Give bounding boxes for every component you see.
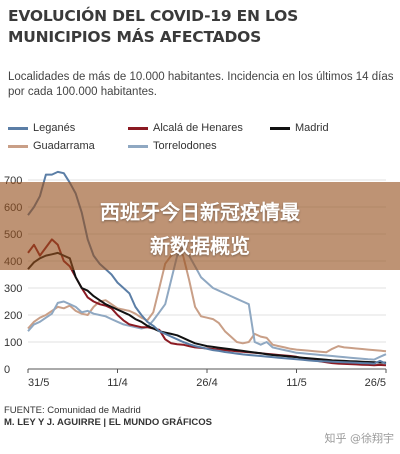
y-tick-label-300: 300 — [4, 283, 22, 295]
legend-item-4: Torrelodones — [128, 140, 217, 152]
series-line-2 — [27, 251, 387, 364]
y-tick-label-0: 0 — [4, 364, 10, 376]
y-tick-label-100: 100 — [4, 337, 22, 349]
x-tick-label-3: 11/5 — [286, 377, 307, 389]
legend-item-1: Alcalá de Henares — [128, 122, 243, 134]
legend-label: Madrid — [295, 122, 329, 134]
x-tick-label-1: 11/4 — [107, 377, 128, 389]
legend-label: Torrelodones — [153, 140, 217, 152]
x-tick-label-2: 26/4 — [196, 377, 217, 389]
chart-title: EVOLUCIÓN DEL COVID-19 EN LOS MUNICIPIOS… — [8, 7, 299, 46]
series-line-4 — [27, 246, 387, 361]
legend-label: Leganés — [33, 122, 76, 134]
legend-item-3: Guadarrama — [8, 140, 95, 152]
watermark: 知乎 @徐翔宇 — [324, 432, 395, 445]
source-note: FUENTE: Comunidad de Madrid — [4, 405, 141, 416]
legend-swatch — [128, 144, 148, 148]
chart-subtitle: Localidades de más de 10.000 habitantes.… — [8, 71, 394, 98]
banner-text-line-1: 西班牙今日新冠疫情最 — [100, 200, 300, 224]
legend-swatch — [270, 126, 290, 130]
legend-label: Alcalá de Henares — [153, 122, 243, 134]
credit-note: M. LEY Y J. AGUIRRE | EL MUNDO GRÁFICOS — [4, 417, 212, 428]
legend-item-2: Madrid — [270, 122, 329, 134]
banner-text-line-2: 新数据概览 — [150, 234, 250, 258]
legend-label: Guadarrama — [33, 140, 95, 152]
series-line-3 — [27, 246, 387, 354]
y-tick-label-200: 200 — [4, 310, 22, 322]
x-tick-label-4: 26/5 — [365, 377, 386, 389]
legend-swatch — [128, 126, 148, 130]
legend-swatch — [8, 144, 28, 148]
overlay-banner: 西班牙今日新冠疫情最 新数据概览 — [0, 182, 400, 270]
x-tick-label-0: 31/5 — [28, 377, 49, 389]
legend-swatch — [8, 126, 28, 130]
legend-item-0: Leganés — [8, 122, 75, 134]
line-chart: 010020030040050060070031/511/426/411/526… — [4, 170, 387, 389]
